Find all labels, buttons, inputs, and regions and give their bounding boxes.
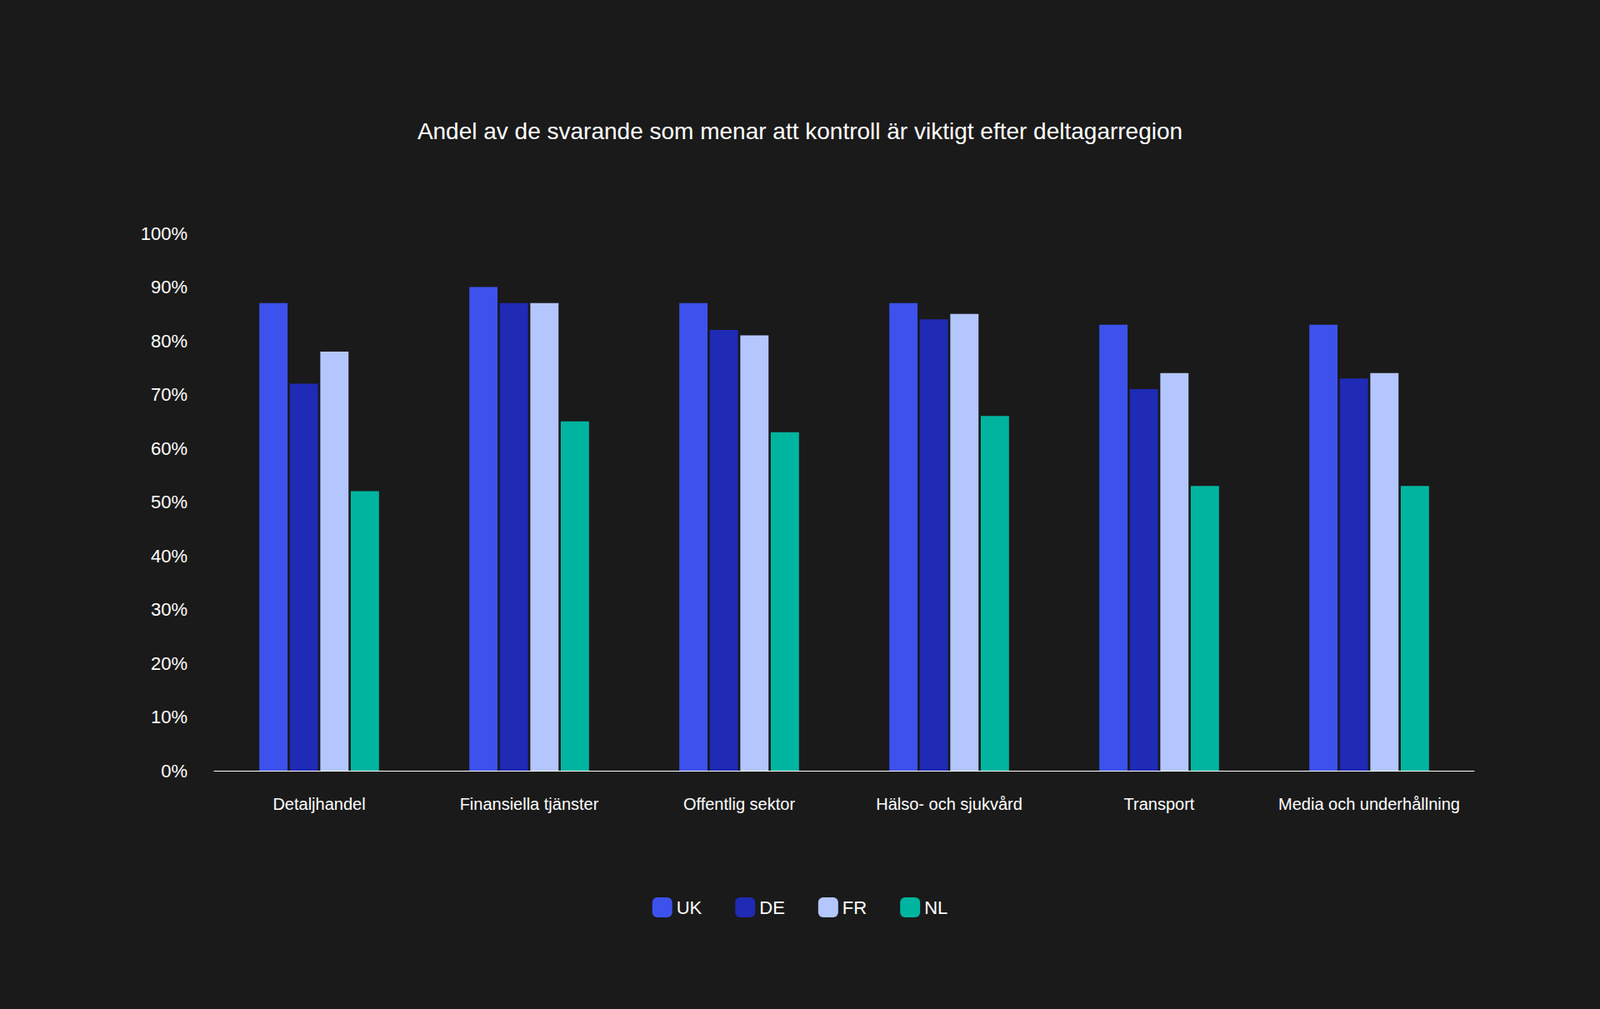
svg-text:100%: 100%	[140, 223, 188, 245]
svg-text:Hälso- och sjukvård: Hälso- och sjukvård	[875, 795, 1023, 814]
svg-text:DE: DE	[759, 897, 785, 919]
svg-text:FR: FR	[842, 897, 867, 919]
svg-text:Detaljhandel: Detaljhandel	[272, 795, 365, 814]
svg-text:70%: 70%	[150, 384, 188, 405]
svg-text:50%: 50%	[150, 491, 188, 513]
svg-text:Andel av de svarande som menar: Andel av de svarande som menar att kontr…	[417, 118, 1183, 145]
svg-text:Finansiella tjänster: Finansiella tjänster	[460, 795, 600, 814]
svg-text:30%: 30%	[150, 599, 188, 620]
svg-text:Transport: Transport	[1124, 795, 1195, 814]
svg-text:40%: 40%	[150, 545, 188, 567]
svg-text:80%: 80%	[150, 330, 188, 352]
svg-text:0%: 0%	[160, 760, 188, 782]
svg-text:NL: NL	[924, 897, 948, 919]
svg-text:Media och underhållning: Media och underhållning	[1278, 795, 1460, 814]
svg-text:60%: 60%	[150, 438, 188, 460]
svg-text:10%: 10%	[150, 706, 188, 728]
svg-text:Offentlig sektor: Offentlig sektor	[683, 795, 795, 814]
svg-text:20%: 20%	[150, 653, 188, 675]
svg-text:90%: 90%	[150, 276, 188, 298]
svg-text:UK: UK	[676, 897, 703, 919]
